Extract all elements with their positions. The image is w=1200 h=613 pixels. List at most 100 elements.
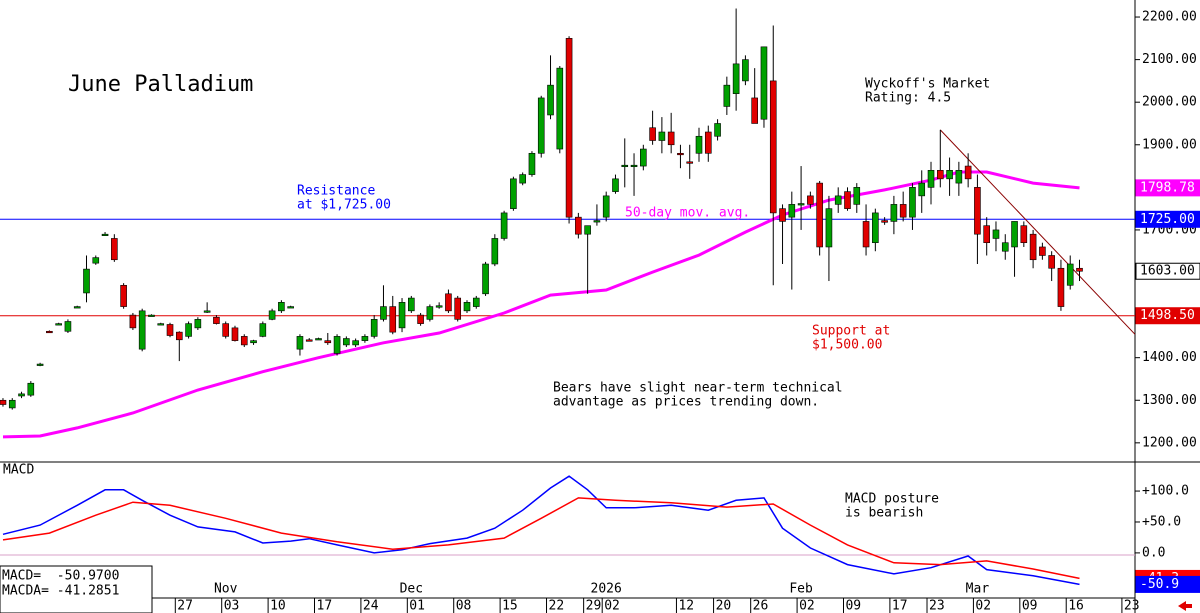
x-tick-label: 10 bbox=[270, 599, 286, 613]
candle-body bbox=[640, 148, 647, 167]
candle-body bbox=[27, 382, 35, 396]
annotation: at $1,725.00 bbox=[297, 198, 391, 213]
candle-body bbox=[380, 306, 387, 320]
y-tick-label: 2000.00 bbox=[1142, 95, 1197, 110]
macd-y-tick-label: +100.0 bbox=[1142, 484, 1189, 499]
candle-body bbox=[612, 178, 619, 192]
macd-y-tick-label: +50.0 bbox=[1142, 514, 1181, 529]
month-label: Feb bbox=[789, 582, 813, 597]
candle-body bbox=[519, 174, 526, 184]
trendline bbox=[939, 129, 1136, 335]
macd-y-tick-label: 0.0 bbox=[1142, 545, 1165, 560]
candle-body bbox=[46, 330, 53, 334]
candle-body bbox=[352, 340, 359, 346]
candle-body bbox=[1011, 221, 1018, 248]
candle-body bbox=[853, 187, 861, 205]
candle-body bbox=[324, 340, 332, 344]
candle-body bbox=[1029, 233, 1037, 261]
candle-body bbox=[0, 399, 7, 405]
candle-body bbox=[148, 314, 155, 317]
candle-body bbox=[918, 182, 926, 197]
month-label: Nov bbox=[214, 582, 238, 597]
candle-body bbox=[862, 221, 870, 248]
candle-body bbox=[686, 161, 694, 164]
candle-body bbox=[343, 338, 350, 346]
candle-body bbox=[714, 123, 721, 137]
scroll-arrow[interactable] bbox=[1178, 601, 1192, 611]
candle-body bbox=[92, 257, 100, 264]
candle-body bbox=[936, 170, 944, 180]
candle-body bbox=[435, 305, 443, 308]
candle-body bbox=[426, 306, 434, 320]
candle-body bbox=[482, 263, 489, 295]
candle-body bbox=[537, 97, 545, 154]
candle-body bbox=[816, 182, 823, 248]
candle-body bbox=[398, 302, 406, 329]
candle-body bbox=[296, 336, 304, 350]
macd-legend-entry: MACD= -50.9700 bbox=[2, 569, 119, 584]
candle-body bbox=[73, 306, 81, 309]
candle-body bbox=[983, 225, 990, 244]
candle-body bbox=[556, 67, 564, 150]
candle-body bbox=[454, 297, 462, 320]
candle-body bbox=[185, 323, 192, 337]
candle-body bbox=[1048, 255, 1055, 269]
candle-body bbox=[333, 336, 341, 354]
candle-body bbox=[788, 204, 796, 218]
candle-body bbox=[231, 327, 239, 341]
candle-body bbox=[955, 170, 963, 184]
x-tick-label: 02 bbox=[604, 599, 620, 613]
y-tick-label: 1200.00 bbox=[1142, 435, 1197, 450]
candle-body bbox=[658, 131, 666, 141]
candle-body bbox=[779, 208, 786, 222]
candle-body bbox=[751, 97, 758, 124]
candle-body bbox=[408, 297, 415, 312]
candle-body bbox=[630, 164, 638, 168]
ma-value-label: 1798.78 bbox=[1140, 180, 1195, 195]
month-label: 2026 bbox=[591, 582, 622, 597]
x-tick-label: 09 bbox=[1022, 599, 1038, 613]
candle-body bbox=[203, 310, 211, 313]
macd-annotation: MACD posture bbox=[845, 492, 939, 507]
candle-body bbox=[194, 319, 202, 329]
annotation: advantage as prices trending down. bbox=[553, 395, 819, 410]
x-tick-label: 16 bbox=[1068, 599, 1084, 613]
support-value-box bbox=[1135, 307, 1200, 325]
candle-body bbox=[287, 306, 294, 309]
annotation: Rating: 4.5 bbox=[865, 91, 951, 106]
candle-body bbox=[55, 323, 62, 326]
x-tick-label: 29 bbox=[586, 599, 602, 613]
candle-body bbox=[18, 393, 25, 397]
candle-body bbox=[844, 191, 851, 209]
candle-body bbox=[732, 63, 740, 94]
macd-value-box bbox=[1135, 575, 1200, 593]
candle-body bbox=[667, 131, 675, 146]
macd-legend-box bbox=[0, 565, 153, 613]
candle-body bbox=[463, 302, 471, 312]
x-tick-label: 17 bbox=[892, 599, 908, 613]
candle-body bbox=[695, 135, 703, 154]
candle-body bbox=[250, 340, 257, 344]
candle-body bbox=[677, 152, 684, 156]
candle-body bbox=[593, 220, 601, 223]
candle-body bbox=[64, 321, 72, 332]
x-tick-label: 08 bbox=[456, 599, 472, 613]
candle-body bbox=[528, 152, 536, 175]
candle-body bbox=[547, 84, 554, 116]
y-tick-label: 2100.00 bbox=[1142, 52, 1197, 67]
last-price-box bbox=[1135, 262, 1200, 280]
candle-body bbox=[899, 204, 907, 218]
candle-body bbox=[111, 238, 118, 261]
chart-title: June Palladium bbox=[68, 72, 253, 97]
candle-body bbox=[834, 195, 842, 205]
annotation: 50-day mov. avg. bbox=[625, 206, 750, 221]
candle-body bbox=[315, 338, 322, 341]
candle-body bbox=[389, 306, 397, 333]
candle-body bbox=[769, 80, 777, 214]
x-tick-label: 26 bbox=[753, 599, 769, 613]
candle-body bbox=[36, 363, 44, 366]
candle-body bbox=[992, 229, 1000, 239]
x-tick-label: 20 bbox=[716, 599, 732, 613]
x-tick-label: 17 bbox=[317, 599, 333, 613]
month-label: Mar bbox=[966, 582, 990, 597]
